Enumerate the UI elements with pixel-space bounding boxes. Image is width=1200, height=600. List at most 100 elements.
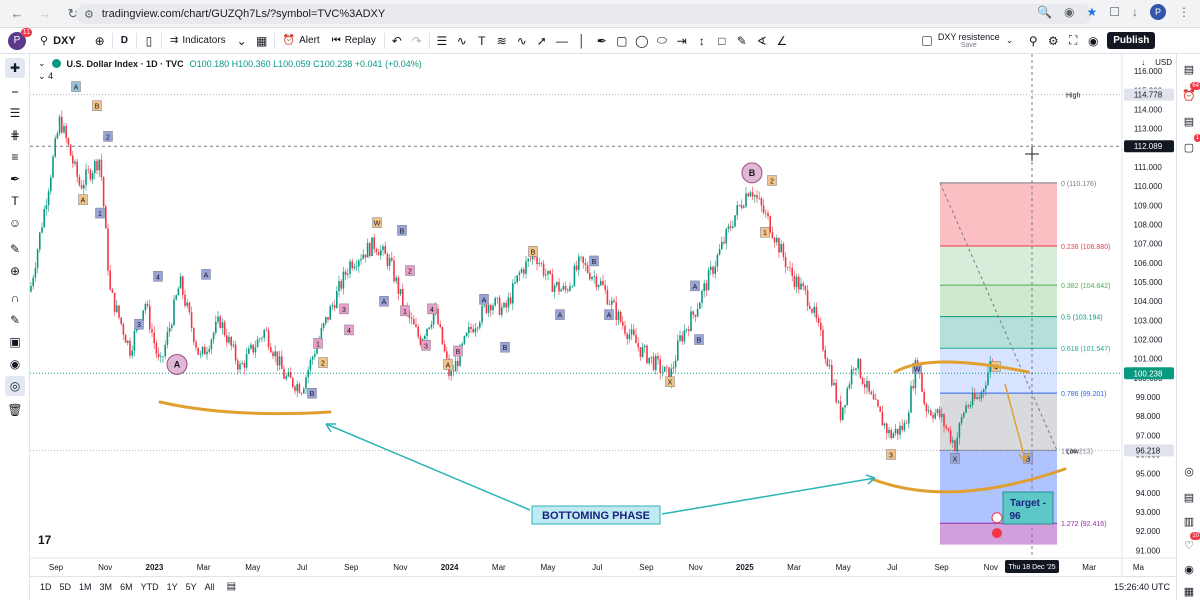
wave-label-box[interactable] [313,338,323,349]
address-bar[interactable]: ⚙ tradingview.com/chart/GUZQh7Ls/?symbol… [76,4,1092,24]
lock-icon[interactable]: ▣ [9,335,21,349]
wave-label-box[interactable] [427,303,437,315]
wave-circle-marker[interactable] [741,162,763,184]
brush-tool-icon[interactable]: ✒ [596,33,607,48]
wave-label-box[interactable] [153,271,163,282]
wave-label-box[interactable] [528,246,538,257]
wave-label-box[interactable] [767,175,777,186]
eye-icon[interactable]: ◉ [1063,5,1075,19]
alerts-clock-icon[interactable]: ⏰ 64 [1182,82,1200,102]
wave-label-box[interactable] [453,345,463,357]
range-5y[interactable]: 5Y [185,581,197,592]
economic-event-icon[interactable] [992,528,1002,539]
price-chart[interactable]: 116.000115.000114.000113.000112.000111.0… [30,54,1176,576]
ellipse-tool-icon[interactable]: ⬭ [656,33,667,47]
wave-label-box[interactable] [479,294,489,305]
angle-tool-icon[interactable]: ∠ [776,33,788,48]
wave-label-box[interactable] [400,305,410,317]
wave-label-box[interactable] [78,194,88,205]
range-1m[interactable]: 1M [79,581,92,592]
wave-label-box[interactable] [103,131,113,142]
trend-line-tool-icon[interactable]: ☰ [436,33,448,48]
text-icon[interactable]: T [11,194,19,208]
crosshair-date-tag[interactable] [1005,560,1059,573]
utc-clock[interactable]: 15:26:40 UTC [1113,581,1170,592]
wave-label-box[interactable] [71,81,81,92]
reload-icon[interactable]: ↻ [67,5,79,21]
smiley-icon[interactable]: ☺ [8,216,22,230]
magnet-icon[interactable]: ∩ [10,291,20,305]
quick-search-icon[interactable]: ⚲ [1028,33,1038,48]
fib-zone[interactable] [940,285,1057,317]
alert-button[interactable]: ⏰ Alert [277,28,326,54]
indicator-templates-icon[interactable]: ⌄ [236,33,247,48]
wave-label-box[interactable] [694,334,704,345]
settings-gear-icon[interactable]: ⚙ [1047,33,1059,48]
symbol-search[interactable]: ⚲ DXY [34,28,82,54]
price-range-tool-icon[interactable]: ↕ [698,33,705,48]
horizontal-line-tool-icon[interactable]: — [555,33,568,48]
fib-zone[interactable] [940,246,1057,286]
range-6m[interactable]: 6M [120,581,133,592]
trash-icon[interactable]: 🗑 [7,403,23,417]
ray-tool-icon[interactable]: ➚ [536,33,547,48]
wave-label-box[interactable] [555,309,565,320]
range-all[interactable]: All [204,581,215,592]
browser-menu-icon[interactable]: ⋮ [1178,5,1190,19]
dividend-event-icon[interactable] [991,512,1003,524]
publish-button[interactable]: Publish [1107,32,1156,49]
bookmark-star-icon[interactable]: ★ [1086,5,1098,19]
chevron-down-icon[interactable]: ⌄ [1005,35,1014,45]
range-ytd[interactable]: YTD [140,581,159,592]
target-icon[interactable]: ◎ [1184,465,1194,478]
chart-pane[interactable]: 116.000115.000114.000113.000112.000111.0… [30,54,1176,576]
pencil-lock-icon[interactable]: ✎ [9,313,21,327]
indicators-button[interactable]: ⇉ Indicators [164,28,232,54]
calendar-icon[interactable]: ▤ [1183,491,1195,504]
target-arrow-line[interactable] [1004,383,1026,460]
wave-label-box[interactable] [950,453,960,464]
crosshair-price-tag[interactable] [1124,140,1174,153]
target-box[interactable] [1002,491,1054,525]
rectangle-tool-icon[interactable]: ▢ [616,33,628,48]
bottoming-phase-box[interactable] [531,505,661,525]
extensions-icon[interactable]: ☐ [1109,5,1120,19]
data-window-icon[interactable]: ▤ [1183,115,1195,128]
redo-icon[interactable]: ↷ [411,33,422,48]
range-1d[interactable]: 1D [40,581,52,592]
date-range-calendar-icon[interactable]: ▤ [226,581,237,592]
legend-collapse-icon[interactable]: ⌄ [38,58,46,68]
zoom-in-icon[interactable]: ⊕ [9,264,21,278]
zoom-icon[interactable]: 🔍 [1037,5,1052,19]
undo-icon[interactable]: ↶ [391,33,402,48]
wave-label-box[interactable] [318,357,328,368]
object-tree-icon[interactable]: ◎ [5,376,25,396]
zigzag-tool-icon[interactable]: ∿ [456,33,467,48]
notifications-bell-icon[interactable]: ♡ 10 [1184,532,1200,552]
site-info-icon[interactable]: ⚙ [84,8,94,21]
wave-label-box[interactable] [134,318,144,330]
wave-label-box[interactable] [397,225,407,236]
wave-label-box[interactable] [372,217,382,228]
crosshair-cursor-icon[interactable]: ✚ [5,58,25,78]
user-avatar[interactable]: P 11 [8,27,32,50]
indicators-collapsed[interactable]: ⌄ 4 [38,71,53,82]
text-tool-icon[interactable]: T [478,33,486,48]
wave-label-box[interactable] [92,100,102,111]
range-tool-icon[interactable]: ⇥ [676,33,687,48]
wave-circle-marker[interactable] [166,353,188,375]
horizontal-lines-icon[interactable]: ☰ [9,106,21,120]
bottoming-arrow-right[interactable] [661,477,876,515]
fib-zone[interactable] [940,316,1057,349]
resistance-curve[interactable] [893,360,1030,374]
brush-icon[interactable]: ✒ [9,172,21,186]
range-1y[interactable]: 1Y [166,581,178,592]
fullscreen-icon[interactable]: ⛶ [1069,33,1078,47]
circle-tool-icon[interactable]: ◯ [635,33,649,48]
note-tool-icon[interactable]: □ [718,33,726,48]
wave-label-box[interactable] [339,303,349,315]
last-price-tag[interactable] [1124,367,1174,380]
replay-button[interactable]: ⏮ Replay [326,28,382,54]
back-icon[interactable]: ← [10,6,24,21]
bottoming-curve-left[interactable] [158,400,332,416]
